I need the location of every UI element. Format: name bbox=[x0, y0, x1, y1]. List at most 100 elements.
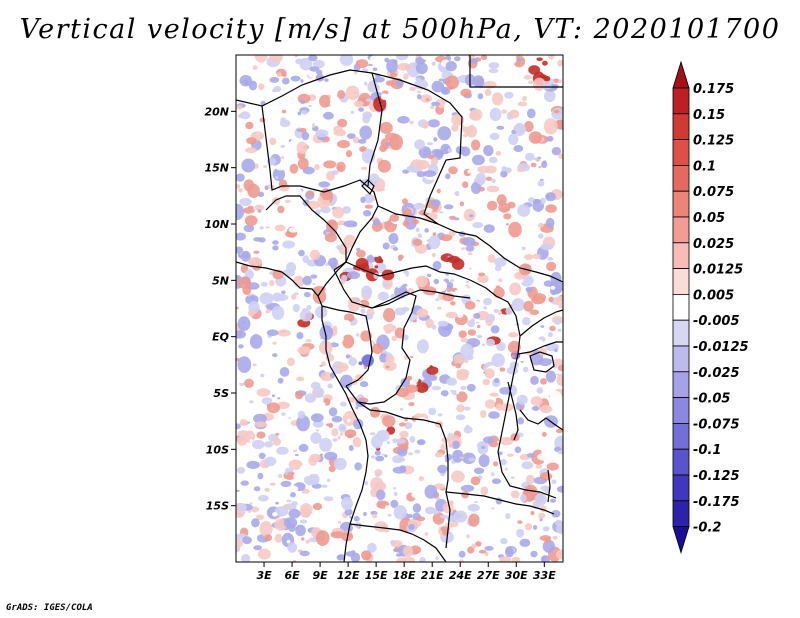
field-patch bbox=[378, 258, 384, 264]
field-patch bbox=[363, 193, 374, 204]
field-patch bbox=[284, 471, 289, 475]
field-patch bbox=[300, 79, 304, 83]
field-patch bbox=[413, 491, 426, 498]
field-patch bbox=[259, 305, 267, 313]
field-patch bbox=[337, 118, 348, 128]
field-patch bbox=[269, 55, 283, 63]
field-patch bbox=[463, 406, 471, 411]
field-patch bbox=[472, 75, 485, 88]
field-patch bbox=[247, 349, 254, 357]
field-patch bbox=[469, 58, 479, 64]
field-patch bbox=[252, 65, 258, 70]
field-patch bbox=[291, 293, 297, 300]
field-patch bbox=[430, 157, 439, 166]
field-patch bbox=[481, 343, 486, 347]
field-patch bbox=[275, 175, 279, 179]
field-patch bbox=[481, 55, 488, 60]
field-patch bbox=[495, 151, 502, 156]
field-patch bbox=[393, 491, 398, 496]
field-patch bbox=[309, 453, 321, 463]
field-patch bbox=[266, 402, 281, 414]
field-patch bbox=[312, 288, 327, 304]
field-patch bbox=[427, 154, 434, 160]
field-patch bbox=[364, 481, 368, 486]
field-patch bbox=[525, 286, 533, 293]
field-patch bbox=[489, 132, 500, 140]
field-patch bbox=[491, 353, 505, 368]
field-patch bbox=[493, 377, 500, 384]
lon-tick-label: 33E bbox=[533, 569, 556, 582]
field-patch bbox=[461, 491, 470, 499]
field-patch bbox=[259, 117, 266, 123]
field-patch bbox=[387, 513, 392, 517]
field-patch bbox=[363, 210, 372, 217]
field-patch bbox=[472, 154, 485, 166]
field-patch bbox=[489, 392, 499, 398]
field-patch bbox=[530, 375, 539, 385]
field-patch bbox=[524, 121, 534, 132]
field-patch bbox=[467, 255, 479, 268]
field-patch bbox=[283, 154, 291, 162]
field-patch bbox=[292, 303, 300, 313]
field-patch bbox=[281, 290, 286, 295]
field-patch bbox=[451, 113, 465, 126]
field-patch bbox=[364, 417, 379, 426]
field-patch bbox=[261, 397, 273, 405]
field-patch bbox=[426, 239, 432, 242]
field-patch bbox=[418, 476, 425, 482]
field-patch bbox=[548, 55, 555, 60]
field-patch bbox=[354, 462, 362, 471]
field-patch bbox=[400, 377, 410, 388]
field-patch bbox=[534, 493, 547, 506]
field-patch bbox=[321, 340, 328, 345]
field-patch bbox=[558, 305, 563, 309]
field-patch bbox=[343, 234, 356, 248]
field-patch bbox=[479, 420, 490, 429]
field-patch bbox=[462, 237, 476, 247]
field-patch bbox=[546, 135, 554, 142]
field-patch bbox=[288, 417, 292, 420]
field-patch bbox=[368, 63, 373, 67]
field-patch bbox=[431, 61, 436, 66]
field-patch bbox=[528, 197, 535, 203]
field-patch bbox=[313, 286, 326, 293]
field-patch bbox=[340, 401, 347, 407]
field-patch bbox=[245, 147, 257, 154]
field-patch bbox=[278, 473, 283, 479]
field-patch bbox=[319, 325, 334, 341]
field-patch bbox=[356, 249, 366, 258]
field-patch bbox=[528, 80, 534, 85]
field-patch bbox=[403, 73, 409, 80]
field-patch bbox=[460, 343, 474, 360]
field-patch bbox=[257, 209, 262, 213]
field-patch bbox=[436, 188, 441, 194]
field-patch bbox=[265, 226, 270, 229]
field-patch bbox=[465, 245, 475, 252]
field-patch bbox=[524, 523, 533, 531]
field-patch bbox=[414, 449, 421, 454]
field-patch bbox=[547, 256, 554, 261]
field-patch bbox=[477, 324, 481, 329]
lon-tick-label: 30E bbox=[505, 569, 528, 582]
field-patch bbox=[383, 307, 396, 323]
field-patch bbox=[491, 178, 496, 183]
field-patch bbox=[558, 79, 562, 84]
field-patch bbox=[379, 353, 388, 363]
field-patch bbox=[264, 441, 274, 448]
field-patch bbox=[298, 443, 309, 452]
field-patch bbox=[467, 329, 477, 336]
field-patch bbox=[385, 354, 395, 364]
field-patch bbox=[374, 450, 381, 456]
field-patch bbox=[549, 325, 556, 332]
field-patch bbox=[370, 477, 384, 492]
field-patch bbox=[456, 371, 469, 381]
field-patch bbox=[372, 513, 378, 519]
colorbar-segment bbox=[672, 216, 690, 244]
field-patch bbox=[426, 273, 432, 278]
field-patch bbox=[455, 414, 466, 421]
field-patch bbox=[236, 87, 244, 92]
field-patch bbox=[236, 184, 241, 189]
field-patch bbox=[299, 463, 313, 477]
field-patch bbox=[492, 478, 501, 485]
colorbar-label: -0.005 bbox=[693, 314, 740, 329]
